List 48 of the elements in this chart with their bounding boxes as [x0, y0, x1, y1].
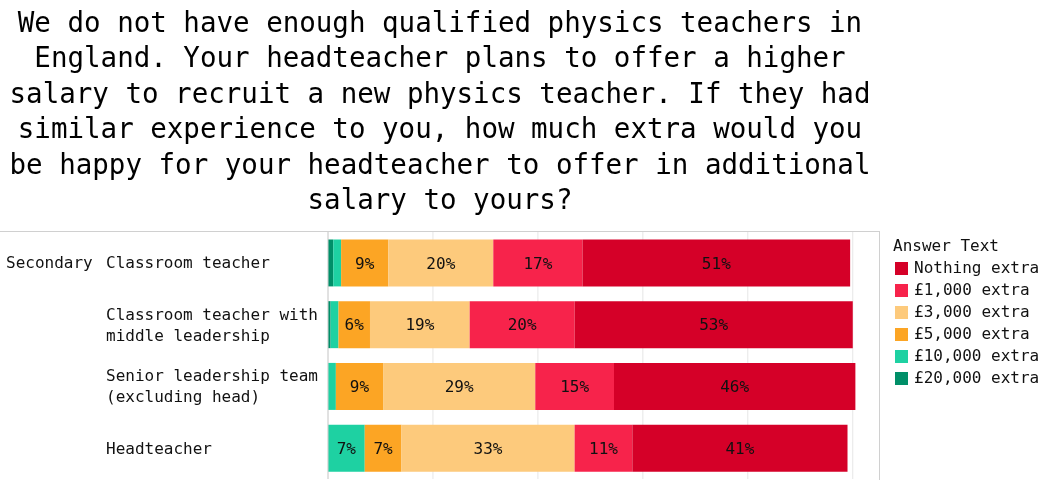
data-label: 9%: [349, 377, 370, 397]
bar: [614, 362, 856, 410]
data-label: 7%: [373, 438, 394, 458]
data-label: 7%: [336, 438, 357, 458]
legend-label: £20,000 extra: [914, 367, 1040, 389]
legend-label: £1,000 extra: [914, 279, 1030, 301]
data-label: 46%: [720, 377, 750, 397]
legend-label: £5,000 extra: [914, 323, 1030, 345]
data-label: 53%: [699, 315, 729, 335]
data-label: 6%: [344, 315, 365, 335]
bar: [338, 301, 370, 349]
data-label: 29%: [444, 377, 474, 397]
legend-label: £10,000 extra: [914, 345, 1040, 367]
bar: [574, 424, 633, 472]
legend-label: Nothing extra: [914, 257, 1040, 279]
bar: [369, 301, 470, 349]
data-label: 11%: [589, 438, 619, 458]
bar: [469, 301, 575, 349]
data-label: 41%: [725, 438, 755, 458]
bar: [535, 362, 614, 410]
y-axis-title: Secondary: [6, 251, 93, 274]
y-tick-label: Classroom teacher with middle leadership: [106, 304, 318, 345]
data-label: 20%: [507, 315, 537, 335]
bar: [582, 239, 851, 287]
data-label: 20%: [426, 253, 456, 273]
bar: [493, 239, 583, 287]
data-label: 33%: [473, 438, 503, 458]
bar: [574, 301, 853, 349]
bar: [383, 362, 536, 410]
bar: [364, 424, 402, 472]
data-label: 19%: [405, 315, 435, 335]
bar: [335, 362, 384, 410]
chart-title: We do not have enough qualified physics teachers in England. Your headteacher plans to offer a higher salary to recruit a new physics teacher. If they had similar experience to you, how much extra would you be happy for your headteacher to offer in additional salary to yours?: [8, 5, 872, 218]
bar: [401, 424, 575, 472]
data-label: 17%: [523, 253, 553, 273]
data-label: 9%: [355, 253, 375, 273]
data-label: 51%: [701, 253, 732, 273]
bar: [333, 239, 342, 287]
data-label: 15%: [560, 377, 590, 397]
bar: [388, 239, 494, 287]
y-tick-label: Classroom teacher: [106, 253, 271, 273]
y-tick-label: Headteacher: [106, 438, 213, 458]
bar: [328, 424, 365, 472]
legend-title: Answer Text: [893, 235, 1000, 257]
y-tick-label: Senior leadership team (excluding head): [106, 366, 318, 407]
legend-label: £3,000 extra: [914, 301, 1030, 323]
bar: [632, 424, 848, 472]
bar: [341, 239, 389, 287]
